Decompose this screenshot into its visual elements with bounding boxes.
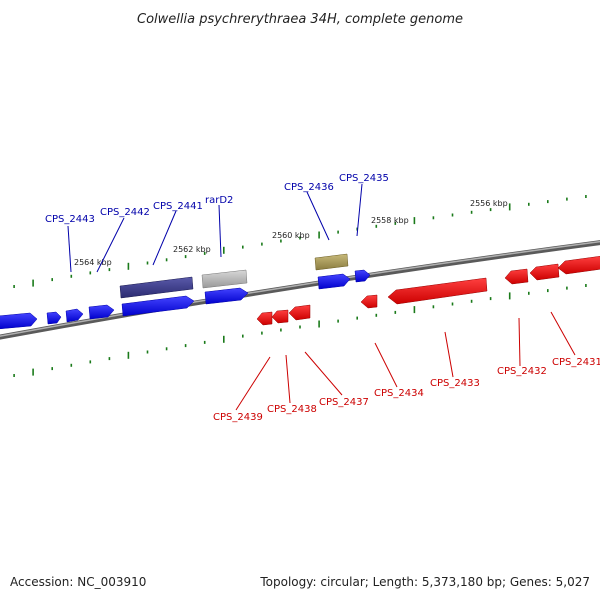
gene-reverse[interactable] [256,311,273,326]
gene-forward[interactable] [317,273,351,290]
scale-ticks-outer [13,195,587,288]
gene-label-cps-2435[interactable]: CPS_2435 [339,173,389,184]
gene-label-cps-2436[interactable]: CPS_2436 [284,182,334,193]
scale-label-2558: 2558 kbp [371,216,409,225]
label-leaders-bottom [235,311,576,411]
gene-label-cps-2433[interactable]: CPS_2433 [430,378,480,389]
gene-label-cps-2437[interactable]: CPS_2437 [319,397,369,408]
gene-reverse[interactable] [529,263,560,281]
gene-reverse[interactable] [504,268,529,285]
genome-backbone [0,240,600,340]
gene-reverse[interactable] [557,256,600,275]
accession-text: Accession: NC_003910 [10,575,146,589]
gene-label-cps-2431[interactable]: CPS_2431 [552,357,600,368]
gene-forward[interactable] [121,295,195,317]
forward-genes [0,253,371,330]
scale-label-2564: 2564 kbp [74,258,112,267]
reverse-genes [256,256,600,326]
gene-forward[interactable] [204,287,249,305]
gene-label-cps-2441[interactable]: CPS_2441 [153,201,203,212]
genome-title: Colwellia psychrerythraea 34H, complete … [137,12,463,27]
gene-label-cps-2434[interactable]: CPS_2434 [374,388,424,399]
scale-label-2560: 2560 kbp [272,231,310,240]
gene-forward[interactable] [354,269,371,283]
gene-reverse[interactable] [288,304,311,321]
gene-forward[interactable] [46,311,62,325]
gene-purple[interactable] [119,276,194,299]
gene-reverse[interactable] [360,294,378,309]
gene-reverse[interactable] [271,309,289,324]
label-leaders-top [67,183,363,273]
scale-label-2562: 2562 kbp [173,245,211,254]
gene-forward[interactable] [88,304,115,320]
genome-summary-text: Topology: circular; Length: 5,373,180 bp… [259,575,590,589]
gene-label-cps-2439[interactable]: CPS_2439 [213,412,263,423]
gene-forward[interactable] [65,308,84,323]
gene-label-cps-2432[interactable]: CPS_2432 [497,366,547,377]
gene-reverse[interactable] [387,277,488,305]
gene-rard2[interactable] [201,269,248,289]
scale-ticks-inner [13,284,587,377]
gene-label-rard2[interactable]: rarD2 [205,195,233,206]
gene-label-cps-2442[interactable]: CPS_2442 [100,207,150,218]
gene-olive[interactable] [314,253,349,271]
scale-label-2556: 2556 kbp [470,199,508,208]
gene-forward[interactable] [0,312,38,330]
gene-label-cps-2443[interactable]: CPS_2443 [45,214,95,225]
gene-label-cps-2438[interactable]: CPS_2438 [267,404,317,415]
